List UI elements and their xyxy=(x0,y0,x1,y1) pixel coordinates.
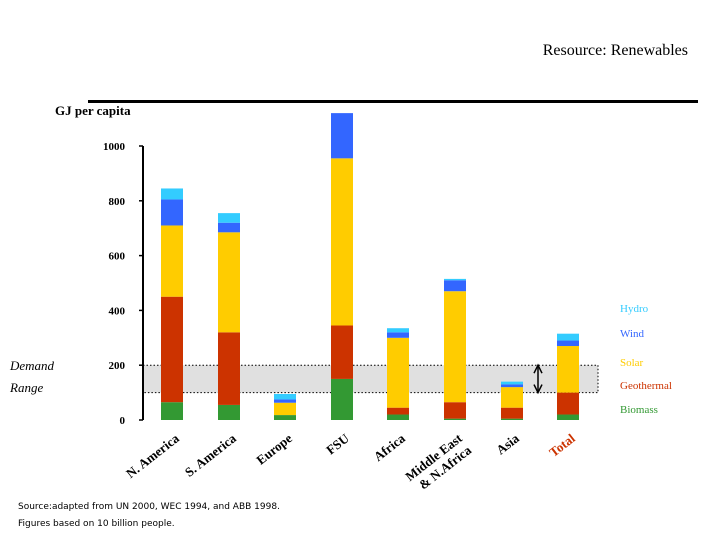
bar-segment-biomass xyxy=(274,415,296,420)
demand-arrow-head-down xyxy=(533,384,543,395)
bar-segment-biomass xyxy=(331,378,353,420)
bar-segment-biomass xyxy=(444,418,466,420)
range-label: Range xyxy=(10,380,44,395)
bar-segment-hydro xyxy=(218,213,240,223)
legend-item-biomass: Biomass xyxy=(620,404,658,416)
demand-arrow-head-up xyxy=(533,363,543,374)
x-category-label-line: Europe xyxy=(253,430,295,467)
x-category-label-line: FSU xyxy=(323,430,352,457)
bar-segment-solar xyxy=(501,387,523,408)
bar-segment-solar xyxy=(274,402,296,416)
legend-item-solar: Solar xyxy=(620,357,644,369)
bar-segment-solar xyxy=(387,337,409,408)
bar-segment-solar xyxy=(444,291,466,403)
x-category-label-line: Asia xyxy=(493,430,522,457)
bar-segment-geothermal xyxy=(501,407,523,419)
bar-segment-biomass xyxy=(557,414,579,420)
bar-segment-biomass xyxy=(387,414,409,420)
y-tick-label: 600 xyxy=(109,251,126,263)
bar-segment-biomass xyxy=(501,418,523,420)
bar-segment-hydro xyxy=(557,333,579,341)
x-category-label: Europe xyxy=(253,430,295,467)
x-category-label: Middle East& N.Africa xyxy=(402,430,474,492)
bar-segment-wind xyxy=(501,384,523,388)
bar-segment-solar xyxy=(557,346,579,393)
bar-segment-solar xyxy=(218,232,240,333)
bar-segment-geothermal xyxy=(444,402,466,419)
x-category-label-line: Total xyxy=(546,430,578,460)
bar-segment-wind xyxy=(387,332,409,338)
bar-segment-solar xyxy=(331,158,353,326)
x-category-label-line: Africa xyxy=(371,430,409,464)
slide-title: Resource: Renewables xyxy=(542,42,688,59)
bar-segment-wind xyxy=(557,340,579,347)
bar-segment-hydro xyxy=(501,381,523,385)
bar-segment-wind xyxy=(161,199,183,226)
x-category-label: N. America xyxy=(123,430,182,481)
bar-segment-wind xyxy=(218,222,240,233)
demand-range-band xyxy=(142,364,599,394)
x-category-label: S. America xyxy=(182,430,239,479)
bar-segment-wind xyxy=(331,113,353,159)
bar-segment-geothermal xyxy=(331,325,353,379)
x-category-label: Total xyxy=(546,430,578,460)
y-tick-label: 200 xyxy=(109,360,126,372)
bar-segment-wind xyxy=(444,280,466,292)
bar-segment-hydro xyxy=(274,393,296,400)
bar-segment-hydro xyxy=(161,188,183,200)
bar-segment-geothermal xyxy=(218,332,240,405)
bar-segment-wind xyxy=(274,399,296,403)
bar-segment-hydro xyxy=(444,278,466,281)
bar-segment-hydro xyxy=(387,328,409,333)
y-axis-unit-label: GJ per capita xyxy=(55,103,131,118)
legend-item-geothermal: Geothermal xyxy=(620,380,672,392)
y-tick-label: 0 xyxy=(120,415,126,427)
legend-item-wind: Wind xyxy=(620,328,644,340)
figures-note: Figures based on 10 billion people. xyxy=(18,519,175,529)
x-category-label: Asia xyxy=(493,430,522,457)
bar-segment-geothermal xyxy=(557,392,579,415)
bar-segment-biomass xyxy=(161,402,183,420)
source-note: Source:adapted from UN 2000, WEC 1994, a… xyxy=(18,502,280,512)
x-category-label-line: N. America xyxy=(123,430,182,481)
bar-segment-geothermal xyxy=(161,296,183,403)
bar-segment-geothermal xyxy=(387,407,409,415)
x-category-label-line: S. America xyxy=(182,430,239,479)
y-tick-label: 800 xyxy=(109,196,126,208)
legend-item-hydro: Hydro xyxy=(620,303,649,315)
demand-label: Demand xyxy=(10,358,55,373)
title-rule xyxy=(88,100,698,103)
y-tick-label: 1000 xyxy=(103,141,126,153)
x-category-label: FSU xyxy=(323,430,352,457)
bar-segment-solar xyxy=(161,225,183,297)
bar-segment-biomass xyxy=(218,404,240,420)
x-category-label: Africa xyxy=(371,430,409,464)
y-tick-label: 400 xyxy=(109,305,126,317)
